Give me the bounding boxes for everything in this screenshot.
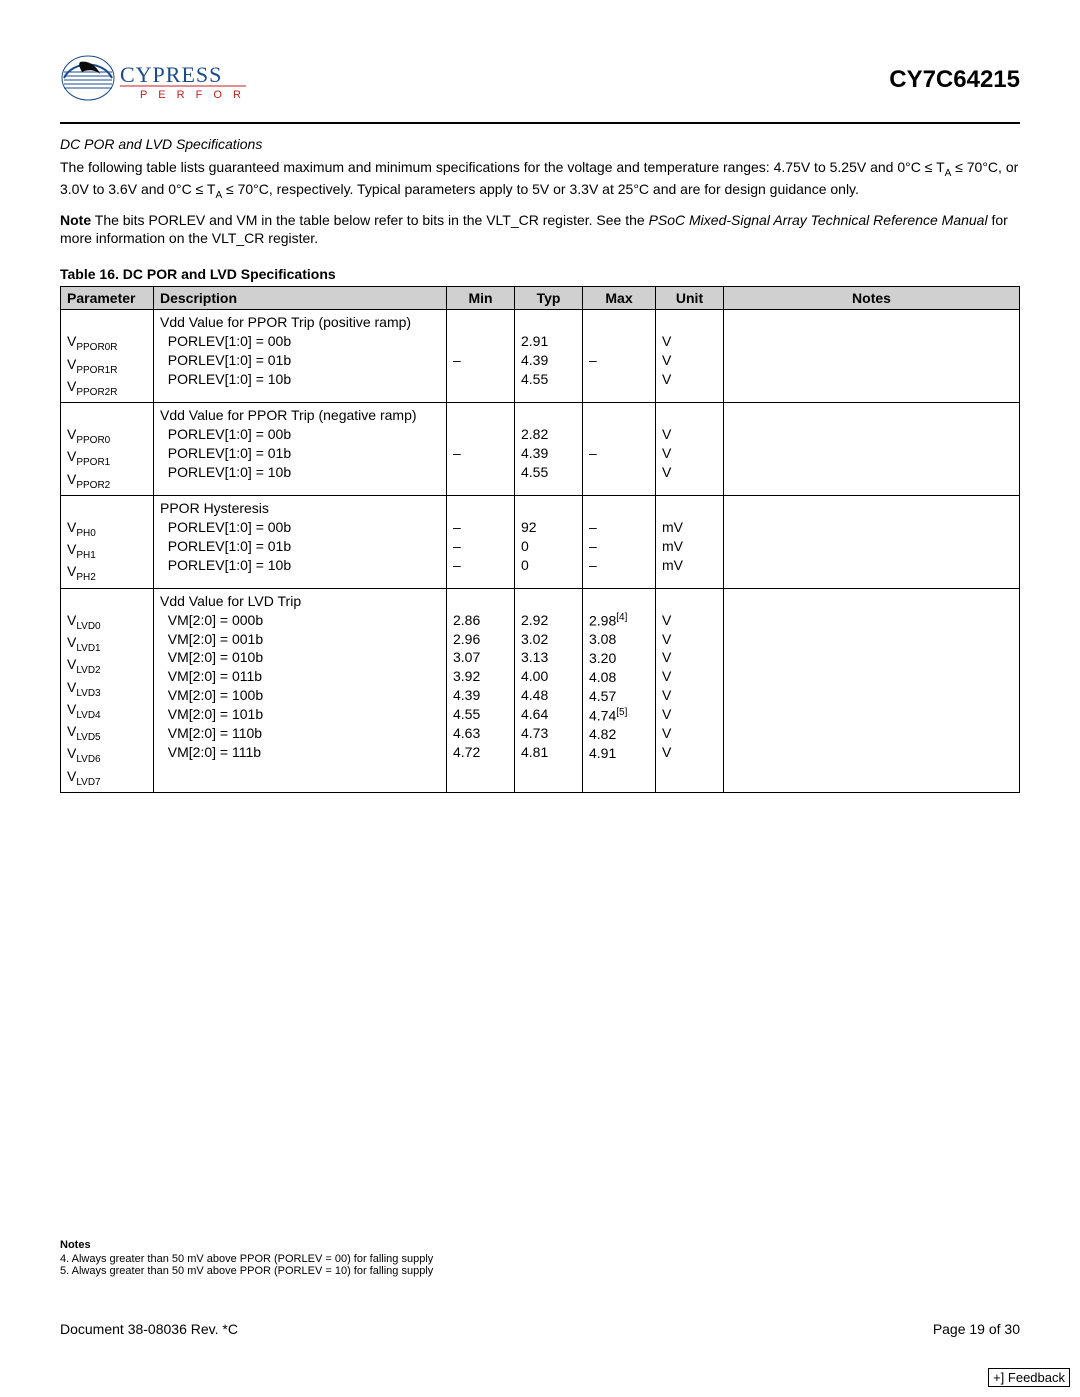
th-typ: Typ [515, 287, 583, 310]
intro-line-2c: ≤ 70°C, respectively. Typical parameters… [222, 181, 859, 197]
page-header: CYPRESS P E R F O R M CY7C64215 [60, 50, 1020, 124]
th-max: Max [583, 287, 656, 310]
typ-cell: 2.824.394.55 [515, 403, 583, 496]
param-cell: VPPOR0VPPOR1VPPOR2 [61, 403, 154, 496]
note-a: The bits PORLEV and VM in the table belo… [91, 212, 648, 228]
table-row: VPH0VPH1VPH2PPOR Hysteresis PORLEV[1:0] … [61, 495, 1020, 588]
section-title: DC POR and LVD Specifications [60, 136, 1020, 152]
min-cell: 2.862.963.073.924.394.554.634.72 [447, 588, 515, 792]
th-description: Description [154, 287, 447, 310]
max-cell: – [583, 403, 656, 496]
footnote-4: 4. Always greater than 50 mV above PPOR … [60, 1253, 433, 1265]
table-header-row: Parameter Description Min Typ Max Unit N… [61, 287, 1020, 310]
min-cell: ––– [447, 495, 515, 588]
part-number: CY7C64215 [889, 66, 1020, 94]
unit-cell: mVmVmV [656, 495, 724, 588]
desc-cell: PPOR Hysteresis PORLEV[1:0] = 00b PORLEV… [154, 495, 447, 588]
table-row: VPPOR0VPPOR1VPPOR2Vdd Value for PPOR Tri… [61, 403, 1020, 496]
spec-table: Parameter Description Min Typ Max Unit N… [60, 286, 1020, 793]
param-cell: VPH0VPH1VPH2 [61, 495, 154, 588]
unit-cell: VVV [656, 403, 724, 496]
notes-cell [724, 495, 1020, 588]
cypress-logo: CYPRESS P E R F O R M [60, 50, 250, 110]
table-row: VLVD0VLVD1VLVD2VLVD3VLVD4VLVD5VLVD6VLVD7… [61, 588, 1020, 792]
param-cell: VPPOR0RVPPOR1RVPPOR2R [61, 310, 154, 403]
desc-cell: Vdd Value for PPOR Trip (negative ramp) … [154, 403, 447, 496]
desc-cell: Vdd Value for PPOR Trip (positive ramp) … [154, 310, 447, 403]
svg-text:CYPRESS: CYPRESS [120, 62, 222, 87]
unit-cell: VVV [656, 310, 724, 403]
intro-line-1: The following table lists guaranteed max… [60, 159, 866, 175]
svg-text:P E R F O R M: P E R F O R M [140, 89, 250, 101]
unit-cell: VVVVVVVV [656, 588, 724, 792]
intro-line-2a: and 0°C ≤ T [870, 159, 945, 175]
footnote-5: 5. Always greater than 50 mV above PPOR … [60, 1265, 433, 1277]
min-cell: – [447, 403, 515, 496]
footnotes: Notes 4. Always greater than 50 mV above… [60, 1239, 433, 1277]
typ-cell: 9200 [515, 495, 583, 588]
th-unit: Unit [656, 287, 724, 310]
table-row: VPPOR0RVPPOR1RVPPOR2RVdd Value for PPOR … [61, 310, 1020, 403]
page-number: Page 19 of 30 [933, 1321, 1020, 1337]
note-prefix: Note [60, 212, 91, 228]
th-parameter: Parameter [61, 287, 154, 310]
datasheet-page: CYPRESS P E R F O R M CY7C64215 DC POR a… [0, 0, 1080, 1397]
typ-cell: 2.914.394.55 [515, 310, 583, 403]
th-min: Min [447, 287, 515, 310]
footnotes-title: Notes [60, 1239, 433, 1251]
desc-cell: Vdd Value for LVD Trip VM[2:0] = 000b VM… [154, 588, 447, 792]
feedback-button[interactable]: +] Feedback [988, 1368, 1070, 1387]
notes-cell [724, 403, 1020, 496]
param-cell: VLVD0VLVD1VLVD2VLVD3VLVD4VLVD5VLVD6VLVD7 [61, 588, 154, 792]
table-caption: Table 16. DC POR and LVD Specifications [60, 266, 1020, 282]
note-paragraph: Note The bits PORLEV and VM in the table… [60, 211, 1020, 249]
max-cell: 2.98[4]3.083.204.084.574.74[5]4.824.91 [583, 588, 656, 792]
max-cell: – [583, 310, 656, 403]
notes-cell [724, 310, 1020, 403]
intro-paragraph: The following table lists guaranteed max… [60, 158, 1020, 203]
min-cell: – [447, 310, 515, 403]
th-notes: Notes [724, 287, 1020, 310]
notes-cell [724, 588, 1020, 792]
page-footer: Document 38-08036 Rev. *C Page 19 of 30 [60, 1321, 1020, 1337]
typ-cell: 2.923.023.134.004.484.644.734.81 [515, 588, 583, 792]
note-ref: PSoC Mixed-Signal Array Technical Refere… [649, 212, 988, 228]
max-cell: ––– [583, 495, 656, 588]
doc-rev: Document 38-08036 Rev. *C [60, 1321, 238, 1337]
